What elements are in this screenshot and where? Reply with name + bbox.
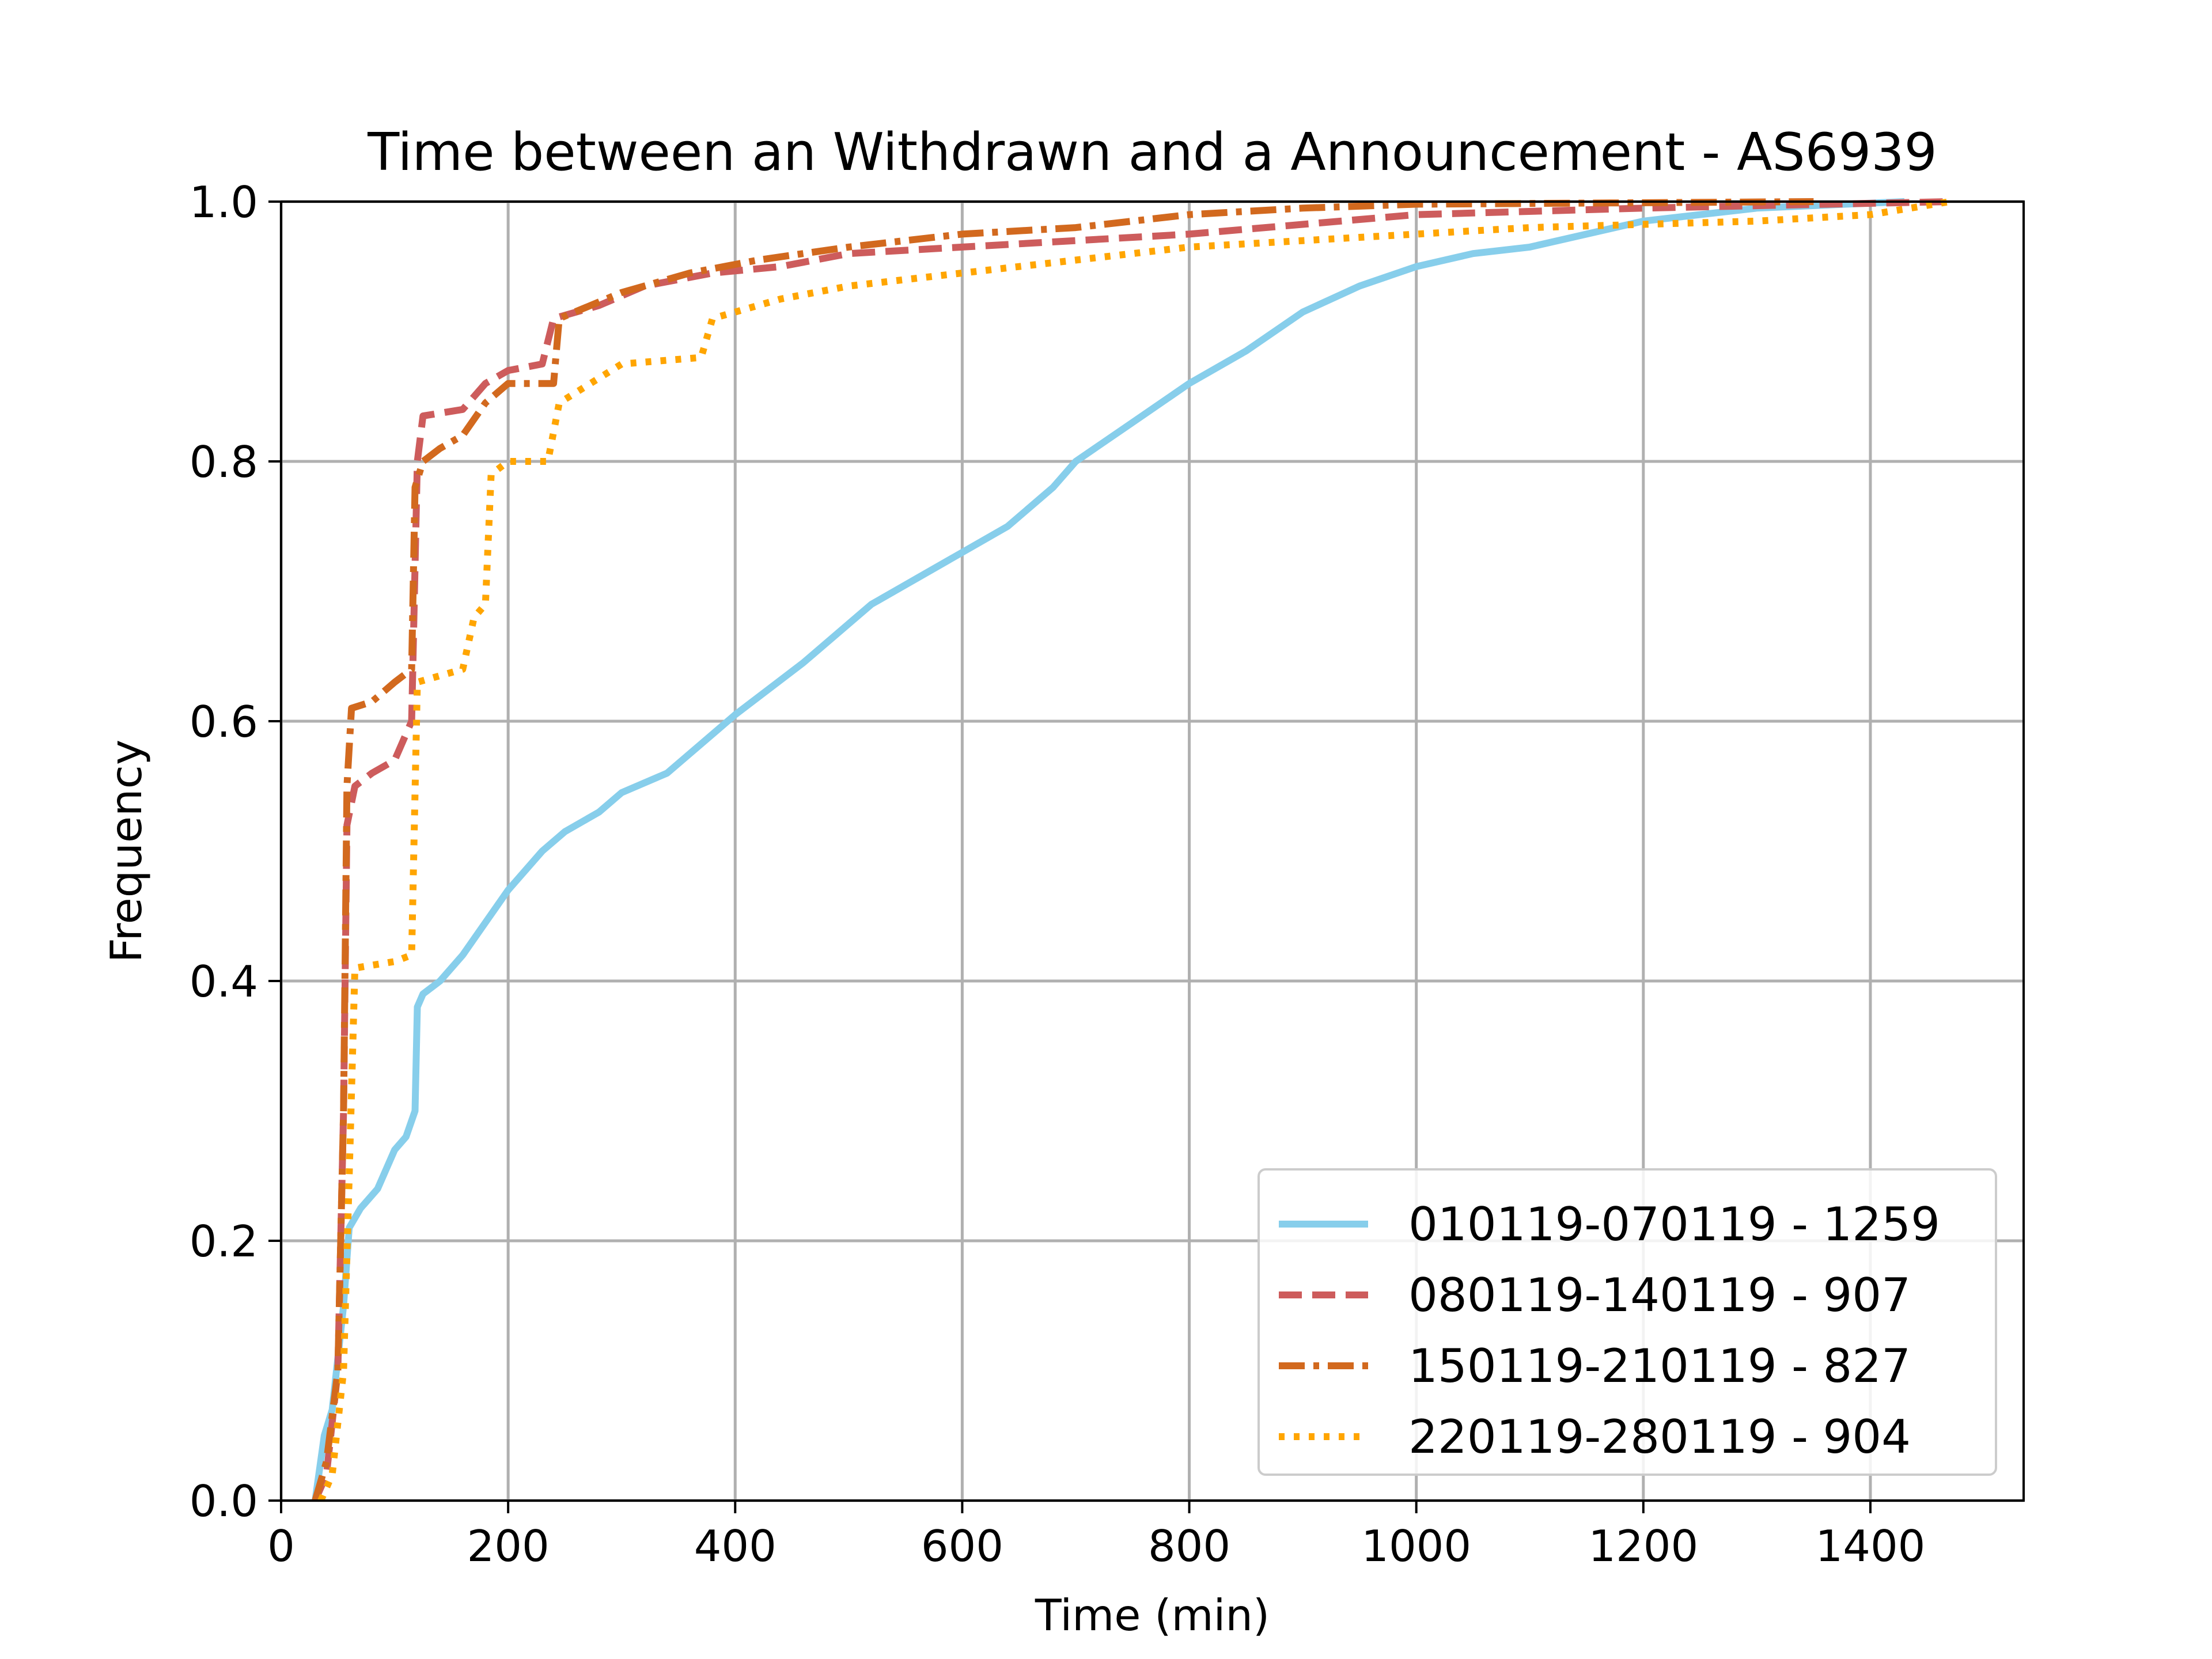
x-tick-label: 0 [267,1521,295,1571]
x-tick-label: 200 [467,1521,550,1571]
x-tick-label: 400 [694,1521,777,1571]
legend-label-2: 080119-140119 - 907 [1408,1268,1911,1322]
x-tick-label: 600 [921,1521,1003,1571]
y-tick-label: 0.6 [190,696,258,747]
y-tick-label: 0.2 [190,1216,258,1267]
y-tick-label: 0.0 [190,1476,258,1527]
legend-label-3: 150119-210119 - 827 [1408,1339,1911,1393]
y-axis-label: Frequency [101,740,151,963]
plot-frame [280,200,2025,1502]
x-tick-label: 1000 [1361,1521,1471,1571]
y-tick-label: 0.8 [190,437,258,487]
chart-title: Time between an Withdrawn and a Announce… [367,122,1937,183]
legend-label-1: 010119-070119 - 1259 [1408,1198,1940,1251]
series-line-1 [312,198,1905,1501]
series-line-2 [312,198,1950,1502]
x-axis-label: Time (min) [1035,1590,1270,1641]
legend-label-4: 220119-280119 - 904 [1408,1410,1911,1464]
series-layer [312,198,1950,1502]
x-tick-label: 800 [1148,1521,1230,1571]
ticks: 0 200 400 600 800 1000 1200 1400 0.0 0.2 0.4 0.6 0.8… [190,177,1926,1571]
legend-box [1257,1168,1997,1476]
legend: 010119-070119 - 1259 080119-140119 - 907 1… [1257,1168,1997,1476]
y-tick-label: 0.4 [190,956,258,1007]
x-tick-label: 1400 [1816,1521,1926,1571]
series-line-3 [312,198,1814,1502]
x-tick-label: 1200 [1588,1521,1698,1571]
y-tick-label: 1.0 [190,177,258,228]
